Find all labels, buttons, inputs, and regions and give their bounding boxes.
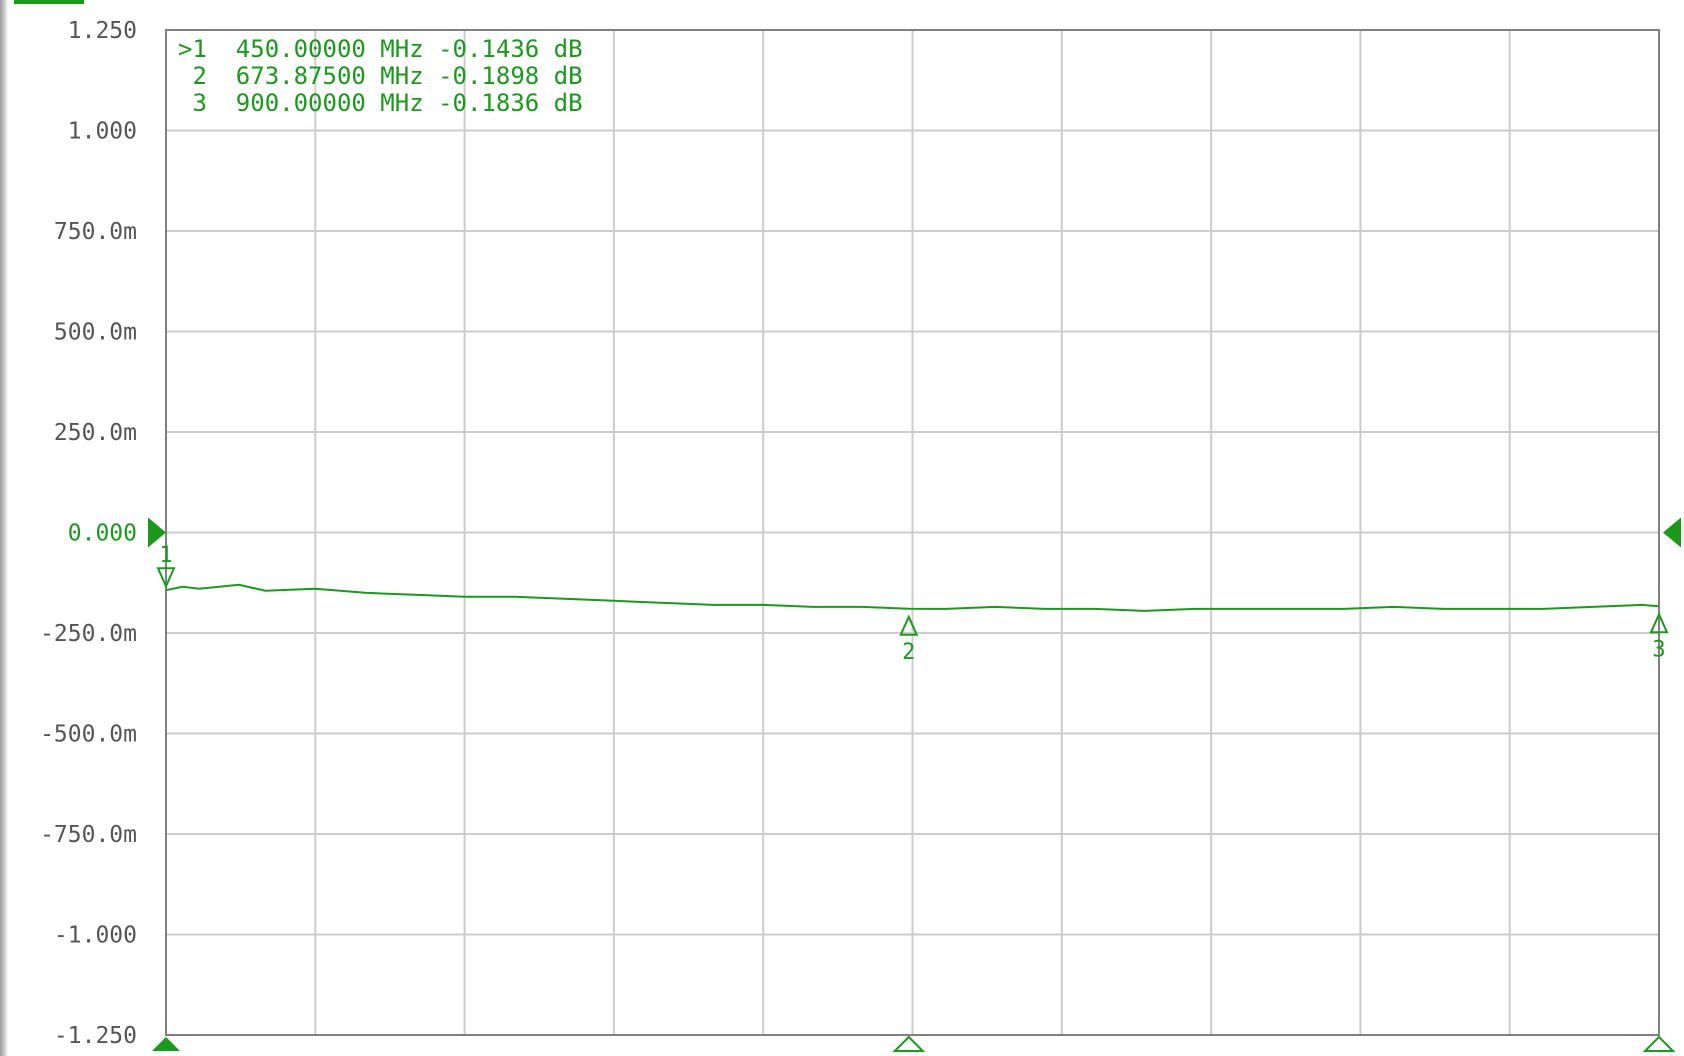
marker-readout-table: >1 450.00000 MHz -0.1436 dB 2 673.87500 … [178, 35, 583, 117]
marker-readout-row: >1 450.00000 MHz -0.1436 dB [178, 35, 583, 63]
active-trace-tab[interactable] [14, 0, 84, 4]
y-tick-label: -500.0m [40, 722, 137, 748]
y-tick-label: 0.000 [68, 521, 137, 547]
marker-3[interactable]: 3 [1642, 611, 1676, 1052]
marker-triangle-icon [899, 614, 919, 636]
markers: 1 2 3 [156, 543, 1676, 1052]
marker-2[interactable]: 2 [892, 614, 926, 1052]
start-indicator-icon [152, 1037, 180, 1051]
marker-1[interactable]: 1 [156, 543, 176, 589]
y-tick-label: 750.0m [54, 219, 137, 245]
trace-line [165, 583, 1660, 612]
y-axis-ticks: 1.250 1.000 750.0m 500.0m 250.0m 0.000 -250.0m… [40, 18, 137, 1049]
y-tick-label: 250.0m [54, 420, 137, 446]
reference-level-left-icon[interactable] [148, 517, 166, 548]
y-tick-label: -1.250 [54, 1023, 137, 1049]
y-tick-label: -750.0m [40, 822, 137, 848]
y-tick-label: 1.000 [68, 119, 137, 145]
marker-number-label: 1 [159, 543, 172, 568]
window-left-edge [0, 0, 8, 1056]
marker-triangle-icon [156, 567, 176, 589]
marker-number-label: 3 [1652, 637, 1665, 662]
y-tick-label: 1.250 [68, 18, 137, 44]
grid [166, 30, 1659, 1035]
marker-axis-indicator-icon [1642, 1035, 1676, 1052]
marker-readout-row: 2 673.87500 MHz -0.1898 dB [178, 62, 583, 90]
marker-triangle-icon [1649, 611, 1669, 634]
marker-axis-indicator-icon [892, 1035, 926, 1052]
reference-level-indicators [148, 517, 1681, 1051]
y-tick-label: 500.0m [54, 320, 137, 346]
y-tick-label: -1.000 [54, 923, 137, 949]
marker-number-label: 2 [902, 640, 915, 665]
reference-level-right-icon[interactable] [1663, 517, 1681, 548]
y-tick-label: -250.0m [40, 621, 137, 647]
marker-readout-row: 3 900.00000 MHz -0.1836 dB [178, 89, 583, 117]
